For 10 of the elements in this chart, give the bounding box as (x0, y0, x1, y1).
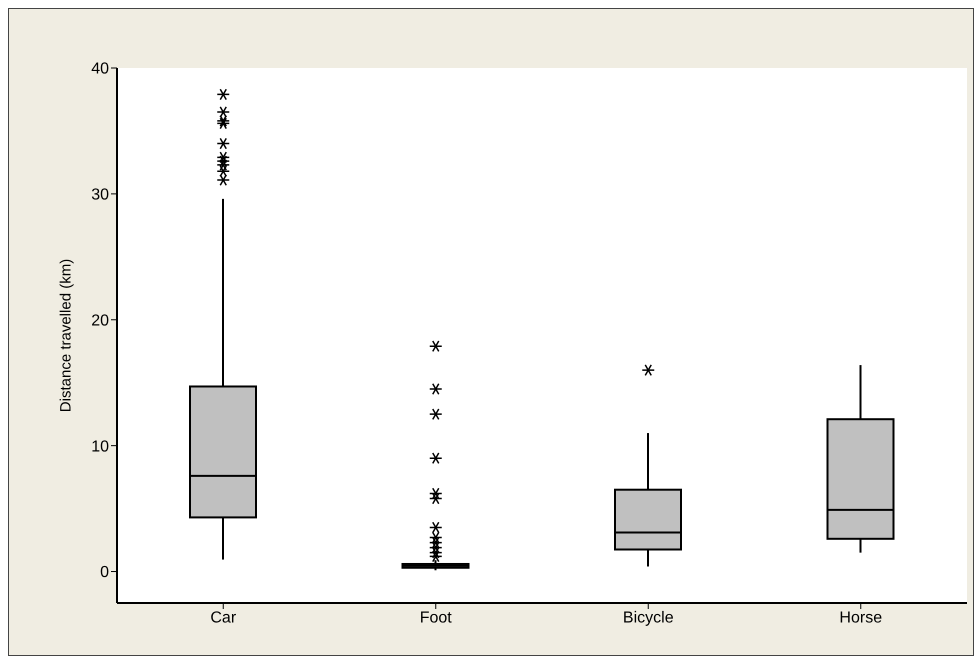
y-tick-label: 10 (91, 438, 110, 456)
y-tick-label: 20 (91, 312, 110, 330)
y-tick-label: 0 (100, 564, 110, 582)
y-tick-label: 40 (91, 60, 110, 78)
y-tick-label: 30 (91, 186, 110, 204)
x-tick-label: Bicycle (622, 609, 674, 626)
x-tick-label: Horse (839, 609, 882, 626)
x-tick-label: Foot (420, 609, 452, 626)
y-axis-title: Distance travelled (km) (57, 258, 74, 412)
x-tick-label: Car (210, 609, 237, 626)
